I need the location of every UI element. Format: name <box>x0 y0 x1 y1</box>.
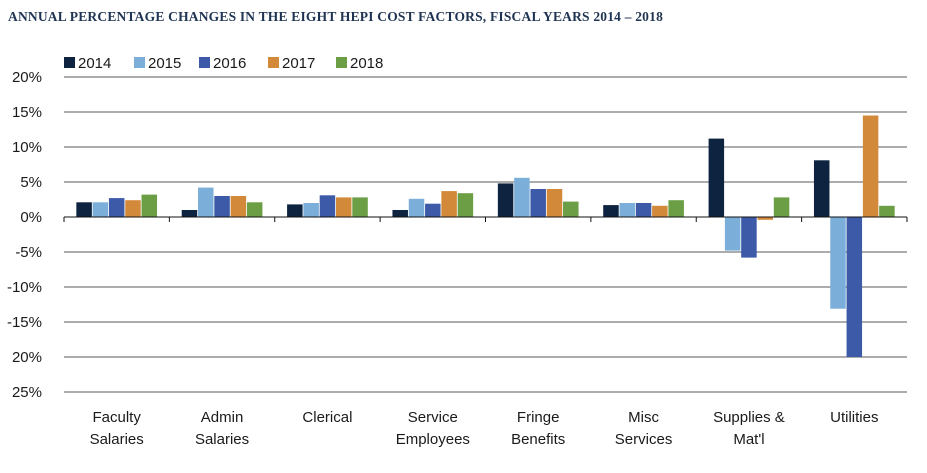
category-label-line: Employees <box>396 431 470 448</box>
bar-2014-6 <box>603 205 619 217</box>
bar-2016-5 <box>530 189 546 217</box>
category-label-line: Admin <box>201 409 244 426</box>
bar-2015-6 <box>619 203 636 217</box>
bar-2016-1 <box>108 198 125 217</box>
legend-swatch-2014 <box>64 57 75 68</box>
bar-2017-1 <box>125 200 141 217</box>
bar-2018-4 <box>457 193 474 217</box>
legend-swatch-2017 <box>268 57 279 68</box>
bar-2018-1 <box>141 194 158 217</box>
chart-title: ANNUAL PERCENTAGE CHANGES IN THE EIGHT H… <box>8 9 664 24</box>
legend-label-2017: 2017 <box>282 55 315 72</box>
category-label: Misc Services <box>615 409 673 448</box>
category-label-line: Benefits <box>511 431 565 448</box>
bar-2015-8 <box>830 217 846 309</box>
bar-2014-1 <box>76 202 92 217</box>
bar-2017-7 <box>757 217 773 220</box>
bar-2015-4 <box>408 198 425 217</box>
bar-2017-6 <box>652 205 668 217</box>
y-tick-label: -5% <box>15 244 42 261</box>
legend-label-2018: 2018 <box>350 55 383 72</box>
legend-label-2015: 2015 <box>148 55 181 72</box>
category-label-line: Salaries <box>90 431 144 448</box>
bar-2014-4 <box>392 210 408 217</box>
category-label: Faculty Salaries <box>90 409 144 448</box>
bar-2017-4 <box>441 191 457 217</box>
category-label-line: Clerical <box>302 409 352 426</box>
legend-label-2016: 2016 <box>213 55 246 72</box>
y-tick-label: 15% <box>12 104 42 121</box>
bar-2016-6 <box>635 203 652 217</box>
category-label-line: Mat'l <box>733 431 764 448</box>
category-label: Supplies & Mat'l <box>713 409 785 448</box>
category-label-line: Misc <box>628 409 659 426</box>
x-axis-labels: Faculty Salaries Admin Salaries Clerical Serv… <box>90 409 879 448</box>
y-tick-label: 20% <box>12 349 42 366</box>
bar-2018-8 <box>879 205 895 217</box>
bar-2018-3 <box>352 197 368 217</box>
bar-2016-7 <box>741 217 757 258</box>
category-label: Clerical <box>302 409 352 426</box>
bar-2015-5 <box>514 177 530 217</box>
bar-2018-5 <box>563 201 579 217</box>
category-label: Fringe Benefits <box>511 409 565 448</box>
bar-2014-7 <box>708 138 725 217</box>
gridlines <box>64 76 907 393</box>
bar-2014-8 <box>813 160 830 217</box>
legend-swatch-2018 <box>336 57 347 68</box>
bar-2014-3 <box>287 204 303 217</box>
y-tick-label: 25% <box>12 384 42 401</box>
legend: 2014 2015 2016 2017 2018 <box>64 55 383 72</box>
bar-2014-2 <box>181 210 198 217</box>
category-label-line: Faculty <box>93 409 142 426</box>
bar-2015-7 <box>724 217 741 251</box>
bar-2015-3 <box>303 203 319 217</box>
category-label-line: Service <box>408 409 458 426</box>
bar-2016-8 <box>846 217 863 357</box>
category-label-line: Supplies & <box>713 409 785 426</box>
x-axis <box>63 216 908 222</box>
y-tick-label: 0% <box>20 209 42 226</box>
y-tick-label: 20% <box>12 69 42 86</box>
y-tick-label: 5% <box>20 174 42 191</box>
bar-2018-7 <box>773 197 790 217</box>
bar-2018-2 <box>246 202 263 217</box>
y-axis-ticks: 20% 15% 10% 5% 0% -5% -10% -15% 20% 25% <box>7 69 42 401</box>
category-label-line: Services <box>615 431 673 448</box>
bar-2016-4 <box>425 203 441 217</box>
bar-2014-5 <box>497 183 514 217</box>
bar-2015-2 <box>198 187 214 217</box>
bar-2015-1 <box>92 202 109 217</box>
category-label-line: Fringe <box>517 409 560 426</box>
category-label-line: Salaries <box>195 431 249 448</box>
y-tick-label: 10% <box>12 139 42 156</box>
category-label-line: Utilities <box>830 409 878 426</box>
category-label: Admin Salaries <box>195 409 249 448</box>
legend-swatch-2015 <box>134 57 145 68</box>
category-label: Utilities <box>830 409 878 426</box>
bar-2017-8 <box>862 115 879 217</box>
legend-label-2014: 2014 <box>78 55 111 72</box>
bar-2018-6 <box>668 200 684 217</box>
bar-2017-2 <box>230 196 247 217</box>
bar-2017-3 <box>335 197 352 217</box>
legend-swatch-2016 <box>199 57 210 68</box>
bar-2016-2 <box>214 196 230 217</box>
y-tick-label: -15% <box>7 314 42 331</box>
category-label: Service Employees <box>396 409 470 448</box>
bar-2016-3 <box>319 195 336 217</box>
bar-2017-5 <box>546 189 563 217</box>
y-tick-label: -10% <box>7 279 42 296</box>
bars <box>76 115 895 357</box>
